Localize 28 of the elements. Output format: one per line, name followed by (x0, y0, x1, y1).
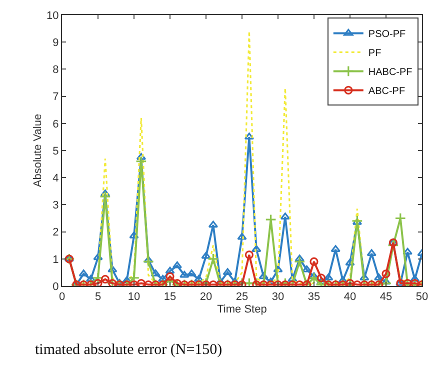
text: timated absolute error (N=150) (35, 342, 222, 358)
x-tick-label: 5 (94, 291, 102, 304)
legend-label: ABC-PF (368, 86, 406, 98)
x-tick-label: 20 (200, 291, 212, 304)
y-tick-label: 4 (52, 172, 59, 184)
y-tick-label: 9 (52, 36, 59, 49)
legend-label: HABC-PF (368, 67, 412, 78)
y-tick-label: 6 (52, 118, 59, 130)
legend-label: PF (368, 48, 382, 60)
y-tick-label: 2 (52, 226, 59, 239)
y-tick-label: 0 (52, 280, 59, 293)
x-tick-label: 30 (272, 291, 284, 304)
x-tick-label: 35 (308, 291, 320, 304)
x-tick-label: 45 (380, 291, 392, 304)
x-tick-label: 25 (236, 291, 248, 304)
y-tick-label: 3 (52, 200, 59, 212)
y-tick-label: 7 (52, 91, 59, 104)
x-axis-title: Time Step (217, 303, 267, 316)
x-tick-label: 40 (344, 291, 356, 304)
x-tick-label: 10 (128, 291, 140, 304)
y-tick-label: 1 (52, 254, 59, 266)
x-tick-label: 15 (164, 291, 176, 304)
y-tick-label: 8 (52, 64, 59, 76)
y-tick-label: 10 (46, 10, 59, 22)
y-axis-title: Absolute Value (32, 114, 44, 188)
legend-label: PSO-PF (368, 29, 406, 40)
y-tick-label: 5 (52, 145, 59, 158)
x-tick-label: 50 (416, 291, 428, 304)
